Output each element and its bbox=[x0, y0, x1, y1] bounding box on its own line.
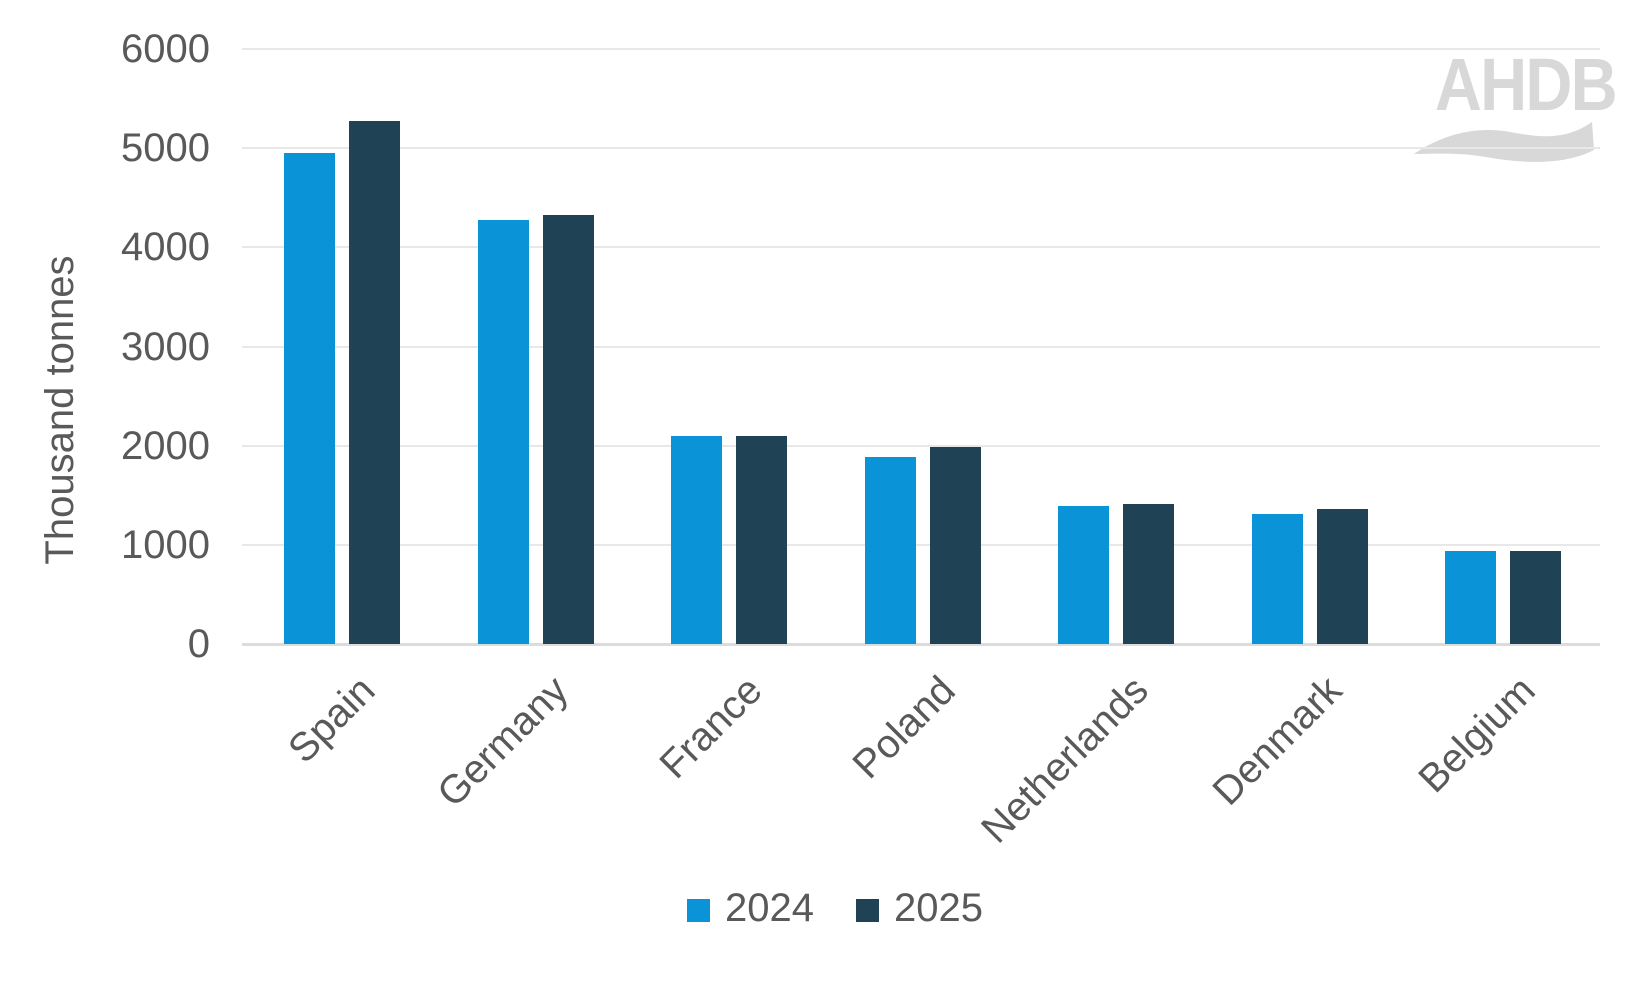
bar-2024-netherlands bbox=[1058, 506, 1109, 644]
y-tick-label-2000: 2000 bbox=[121, 423, 210, 468]
gridline-2000 bbox=[242, 444, 1600, 447]
x-axis-label-france: France bbox=[650, 668, 771, 788]
legend: 2024 2025 bbox=[0, 886, 1650, 930]
bar-2025-france bbox=[736, 435, 787, 644]
y-tick-label-4000: 4000 bbox=[121, 225, 210, 270]
gridline-1000 bbox=[242, 543, 1600, 546]
x-axis-label-denmark: Denmark bbox=[1204, 668, 1351, 814]
legend-swatch-2024 bbox=[687, 898, 711, 922]
ahdb-logo: AHDB bbox=[1413, 43, 1618, 163]
x-axis-label-netherlands: Netherlands bbox=[973, 668, 1158, 852]
x-axis-label-poland: Poland bbox=[844, 668, 964, 788]
gridline-5000 bbox=[242, 147, 1600, 150]
legend-swatch-2025 bbox=[856, 898, 879, 922]
bar-2025-belgium bbox=[1510, 550, 1561, 644]
x-axis-label-belgium: Belgium bbox=[1410, 668, 1545, 802]
bar-2025-spain bbox=[349, 121, 400, 644]
y-tick-label-3000: 3000 bbox=[121, 324, 210, 369]
bar-2025-poland bbox=[929, 446, 981, 644]
legend-label-2024: 2024 bbox=[725, 886, 814, 930]
legend-item-2024: 2024 bbox=[687, 886, 814, 930]
gridline-3000 bbox=[242, 345, 1600, 348]
ahdb-logo-text: AHDB bbox=[1434, 43, 1618, 126]
bar-2024-france bbox=[671, 435, 722, 644]
y-tick-label-6000: 6000 bbox=[121, 27, 210, 71]
bar-2024-spain bbox=[284, 153, 335, 644]
gridline-6000 bbox=[242, 48, 1600, 50]
bar-2024-denmark bbox=[1251, 514, 1303, 644]
y-axis-title-text: Thousand tonnes bbox=[38, 255, 82, 565]
ahdb-logo-wave-icon bbox=[1414, 122, 1594, 162]
bar-2024-belgium bbox=[1445, 550, 1496, 644]
legend-label-2025: 2025 bbox=[894, 886, 983, 930]
bar-2025-germany bbox=[542, 214, 594, 644]
gridline-0 bbox=[242, 643, 1600, 646]
x-axis-label-germany: Germany bbox=[429, 668, 577, 816]
bar-2024-germany bbox=[477, 219, 529, 644]
gridline-4000 bbox=[242, 246, 1600, 249]
y-tick-label-5000: 5000 bbox=[121, 126, 210, 171]
y-tick-label-0: 0 bbox=[187, 622, 210, 666]
y-tick-label-1000: 1000 bbox=[121, 522, 210, 567]
legend-item-2025: 2025 bbox=[856, 886, 983, 930]
bar-2025-denmark bbox=[1316, 509, 1368, 644]
bar-2025-netherlands bbox=[1123, 504, 1174, 644]
bar-2024-poland bbox=[864, 456, 916, 644]
x-axis-label-spain: Spain bbox=[279, 668, 384, 772]
